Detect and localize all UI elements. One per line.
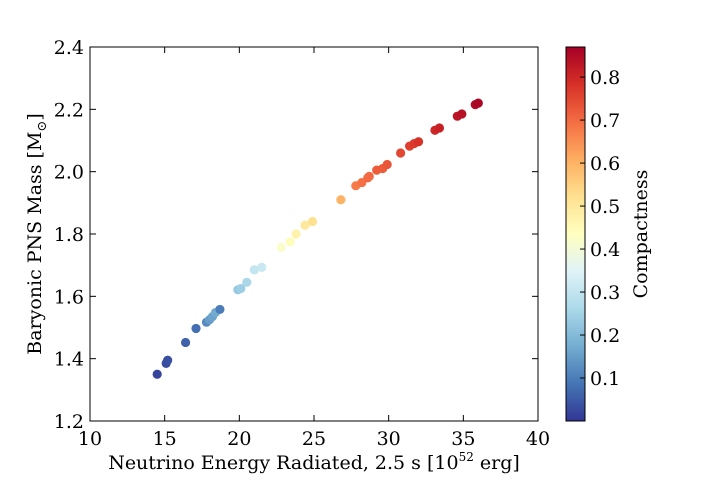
colorbar-tick-label: 0.4 (590, 239, 620, 261)
x-tick-label: 30 (377, 428, 401, 450)
data-point (434, 123, 445, 133)
data-point (291, 229, 301, 239)
data-point (473, 98, 483, 108)
data-point (396, 148, 406, 158)
colorbar-tick-label: 0.7 (590, 110, 620, 132)
data-points (152, 98, 483, 379)
data-point (336, 195, 346, 205)
data-point (457, 109, 467, 119)
y-tick-label: 2.2 (54, 99, 84, 121)
colorbar-label: Compactness (630, 170, 652, 299)
data-point (163, 355, 173, 365)
y-tick-label: 1.4 (54, 349, 84, 371)
data-point (191, 323, 201, 334)
x-tick-label: 25 (302, 428, 326, 450)
colorbar-tick-label: 0.3 (590, 282, 620, 304)
data-point (249, 265, 259, 275)
x-tick-label: 10 (78, 428, 102, 450)
data-point (152, 369, 162, 379)
colorbar-gradient (565, 46, 586, 422)
y-tick-label: 2.4 (54, 37, 84, 59)
x-axis: 10 15 20 25 30 35 40 (78, 47, 550, 450)
colorbar-ticks: 0.1 0.2 0.3 0.4 0.5 0.6 0.7 0.8 (580, 67, 620, 390)
data-point (382, 159, 392, 170)
colorbar: 0.1 0.2 0.3 0.4 0.5 0.6 0.7 0.8 Compactness (565, 46, 652, 422)
colorbar-tick-label: 0.6 (590, 153, 620, 175)
y-tick-label: 1.6 (54, 286, 84, 308)
colorbar-tick-label: 0.8 (590, 67, 620, 89)
data-point (180, 337, 191, 348)
x-tick-label: 35 (451, 428, 475, 450)
data-point (364, 171, 374, 181)
data-point (257, 262, 267, 272)
y-axis: 1.2 1.4 1.6 1.8 2.0 2.2 2.4 (54, 37, 538, 433)
data-point (307, 216, 318, 227)
data-point (300, 220, 310, 230)
y-tick-label: 1.2 (54, 411, 84, 433)
data-point (276, 242, 286, 253)
data-point (215, 304, 225, 315)
data-point (413, 137, 424, 147)
data-point (285, 237, 295, 247)
colorbar-tick-label: 0.5 (590, 196, 620, 218)
x-tick-label: 20 (227, 428, 251, 450)
y-tick-label: 1.8 (54, 224, 84, 246)
data-point (236, 283, 246, 294)
x-axis-label: Neutrino Energy Radiated, 2.5 s [1052 er… (108, 450, 520, 474)
colorbar-tick-label: 0.1 (590, 368, 620, 390)
colorbar-tick-label: 0.2 (590, 325, 620, 347)
data-point (242, 277, 252, 287)
x-tick-label: 40 (526, 428, 550, 450)
y-tick-label: 2.0 (54, 162, 84, 184)
plot-frame (89, 46, 539, 422)
x-tick-label: 15 (153, 428, 177, 450)
y-axis-label: Baryonic PNS Mass [M⊙] (24, 113, 50, 355)
